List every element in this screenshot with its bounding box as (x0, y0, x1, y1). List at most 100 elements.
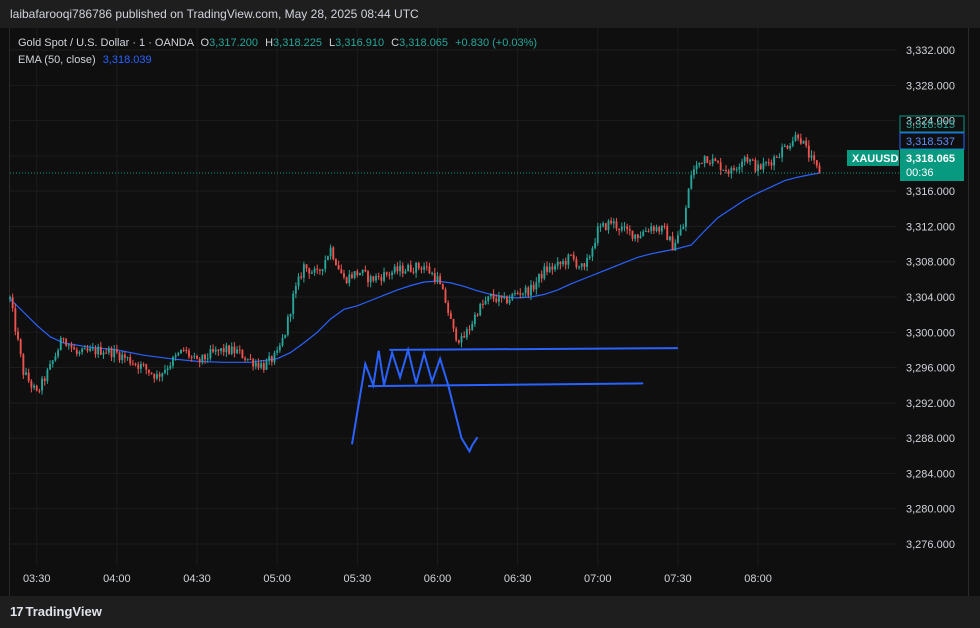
candle-body (409, 264, 412, 272)
candle-body (479, 303, 482, 316)
candle-body (733, 168, 735, 170)
y-tick-label: 3,276.000 (906, 539, 955, 551)
candle-body (209, 349, 212, 359)
candle-body (647, 231, 650, 233)
zigzag-path-arrow (351, 346, 479, 454)
candle-body (241, 349, 244, 359)
candle-body (193, 355, 196, 357)
candle-body (650, 226, 653, 232)
candle-body (676, 235, 679, 243)
candle-body (431, 273, 434, 275)
candle-body (423, 266, 426, 270)
candle-body (278, 345, 281, 351)
candle-body (452, 318, 455, 329)
candle-body (35, 385, 38, 391)
candle-body (206, 358, 209, 360)
candle-body (190, 356, 193, 358)
candle-body (505, 296, 508, 304)
candle-body (420, 268, 423, 270)
candle-body (596, 226, 599, 243)
candle-body (652, 226, 655, 231)
candle-body (30, 381, 33, 388)
candle-body (623, 226, 626, 228)
candle-body (417, 262, 420, 269)
candle-body (185, 349, 188, 351)
candle-body (273, 352, 276, 363)
legend-change: +0.830 (+0.03%) (455, 37, 538, 49)
candle-body (145, 364, 148, 370)
candle-body (575, 259, 578, 267)
x-tick-label: 06:30 (504, 573, 532, 585)
candle-body (78, 352, 81, 354)
candle-body (286, 316, 289, 335)
x-tick-label: 08:00 (744, 573, 772, 585)
candle-body (121, 354, 124, 361)
candle-body (25, 372, 27, 375)
candle-body (741, 161, 743, 168)
candle-body (572, 254, 575, 260)
candle-body (137, 364, 140, 369)
candle-body (142, 364, 145, 366)
candle-body (73, 347, 76, 350)
candle-body (556, 261, 559, 266)
candle-body (164, 369, 166, 374)
legend-open: 3,317.200 (209, 37, 259, 49)
candle-body (318, 269, 321, 271)
candle-body (631, 230, 634, 239)
legend-o-label: O (200, 37, 210, 49)
candle-body (401, 265, 404, 274)
candle-body (302, 264, 305, 278)
candle-body (284, 334, 287, 338)
candle-body (254, 362, 257, 367)
candle-body (353, 271, 356, 278)
candle-body (495, 298, 498, 302)
footer-bar: 17 TradingView (0, 596, 980, 628)
candle-body (674, 242, 677, 251)
candle-body (428, 266, 431, 274)
candle-body (765, 162, 768, 164)
legend-l-label: L (329, 37, 336, 49)
candle-body (695, 164, 698, 170)
candle-body (321, 269, 324, 271)
price-axis[interactable]: 3,332.0003,328.0003,324.0003,320.0003,31… (906, 45, 955, 551)
channel-top-line (389, 347, 678, 351)
time-axis[interactable]: 03:30 04:00 04:30 05:00 05:30 06:00 06:30 07:00… (23, 573, 772, 585)
legend-ohlc-row: Gold Spot / U.S. Dollar · 1 · OANDA O3,3… (18, 35, 541, 52)
y-tick-label: 3,304.000 (906, 292, 955, 304)
candle-body (316, 268, 319, 270)
publish-info: laibafarooqi786786 published on TradingV… (10, 7, 419, 21)
candle-body (457, 340, 460, 343)
candle-body (225, 345, 228, 353)
candle-body (815, 160, 818, 166)
candle-body (767, 162, 770, 164)
candle-body (543, 266, 546, 279)
candle-body (399, 265, 402, 272)
candle-body (169, 365, 172, 369)
candle-body (757, 164, 760, 172)
candle-body (134, 363, 137, 365)
candle-body (578, 266, 581, 268)
candle-body (228, 345, 231, 354)
candle-body (268, 356, 271, 361)
candle-body (538, 273, 540, 283)
candle-body (246, 358, 249, 360)
y-tick-label: 3,292.000 (906, 398, 955, 410)
candle-body (335, 259, 337, 266)
candle-body (516, 292, 519, 294)
candle-body (201, 354, 204, 363)
candle-body (383, 272, 385, 281)
candle-body (102, 352, 105, 355)
chart-frame[interactable] (9, 28, 969, 596)
badge-ticker: XAUUSD (852, 153, 899, 165)
candle-body (602, 223, 605, 227)
drawings[interactable] (351, 346, 678, 454)
legend-ema-row: EMA (50, close) 3,318.039 (18, 52, 541, 69)
candle-body (436, 276, 439, 282)
candle-body (393, 266, 396, 273)
candle-body (511, 293, 514, 300)
tradingview-logo[interactable]: 17 TradingView (10, 604, 102, 619)
candle-body (500, 295, 503, 298)
candle-body (385, 272, 388, 275)
candle-body (67, 344, 70, 346)
